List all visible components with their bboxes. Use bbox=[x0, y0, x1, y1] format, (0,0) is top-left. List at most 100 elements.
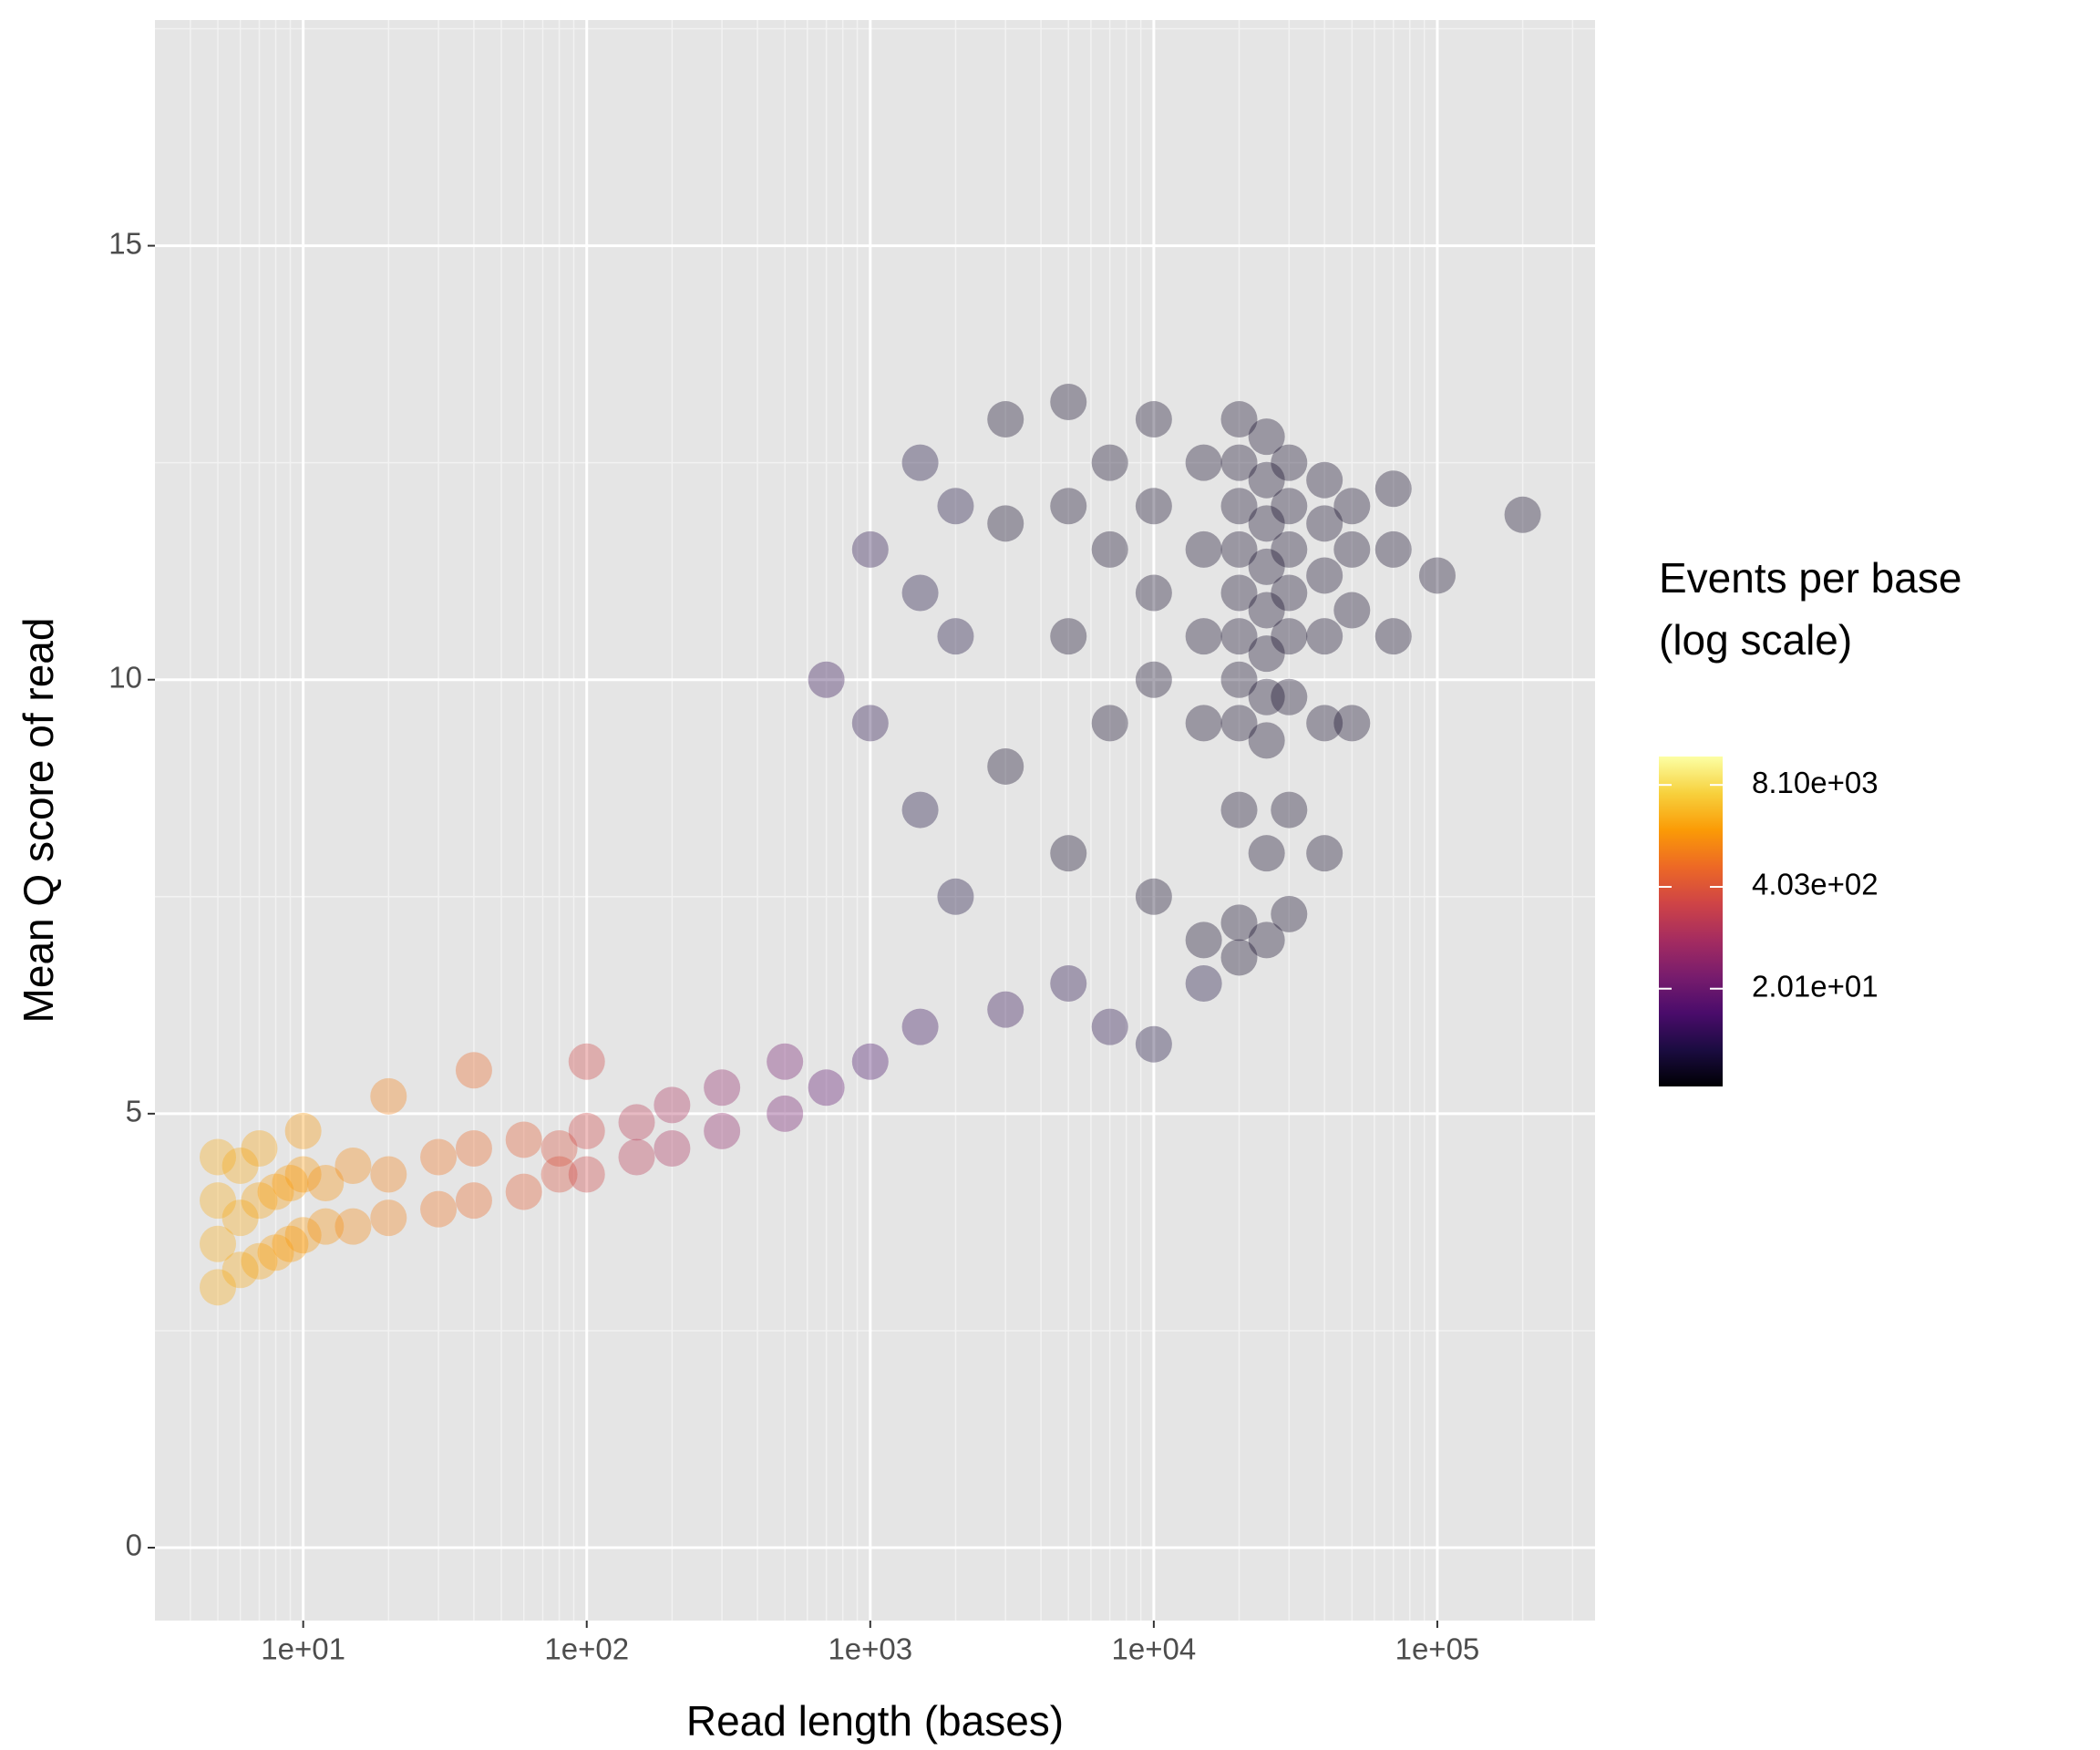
point bbox=[808, 1069, 845, 1107]
y-tick-label: 15 bbox=[108, 226, 142, 260]
point bbox=[221, 1199, 259, 1237]
point bbox=[200, 1138, 237, 1176]
point bbox=[1271, 530, 1308, 568]
point bbox=[654, 1129, 691, 1167]
point bbox=[221, 1251, 259, 1289]
point bbox=[1220, 939, 1258, 976]
point bbox=[1248, 418, 1285, 456]
point bbox=[1333, 592, 1371, 629]
point bbox=[370, 1077, 407, 1115]
point bbox=[1185, 705, 1222, 742]
point bbox=[200, 1269, 237, 1306]
x-axis-title: Read length (bases) bbox=[686, 1697, 1064, 1745]
x-tick-label: 1e+05 bbox=[1395, 1632, 1480, 1666]
point bbox=[901, 574, 939, 612]
plot-background bbox=[155, 20, 1595, 1621]
point bbox=[901, 791, 939, 829]
point bbox=[1091, 444, 1128, 481]
point bbox=[1271, 444, 1308, 481]
point bbox=[1271, 678, 1308, 715]
point bbox=[1333, 705, 1371, 742]
point bbox=[1248, 921, 1285, 959]
point bbox=[618, 1138, 655, 1176]
point bbox=[1271, 574, 1308, 612]
point bbox=[1135, 661, 1172, 698]
point bbox=[1333, 488, 1371, 525]
point bbox=[241, 1182, 278, 1220]
point bbox=[1306, 557, 1343, 594]
point bbox=[241, 1242, 278, 1280]
point bbox=[1135, 878, 1172, 915]
point bbox=[241, 1129, 278, 1167]
point bbox=[1185, 921, 1222, 959]
point bbox=[1135, 401, 1172, 438]
point bbox=[540, 1129, 578, 1167]
point bbox=[1091, 530, 1128, 568]
point bbox=[272, 1165, 309, 1202]
point bbox=[1271, 791, 1308, 829]
point bbox=[1248, 722, 1285, 759]
point bbox=[767, 1095, 804, 1132]
colorbar bbox=[1659, 757, 1723, 1086]
point bbox=[335, 1148, 372, 1185]
point bbox=[851, 530, 889, 568]
point bbox=[704, 1069, 741, 1107]
point bbox=[568, 1112, 605, 1149]
point bbox=[808, 661, 845, 698]
point bbox=[1306, 618, 1343, 655]
legend-title: Events per base bbox=[1659, 554, 1961, 602]
point bbox=[1248, 635, 1285, 673]
point bbox=[505, 1121, 542, 1158]
point bbox=[200, 1225, 237, 1262]
point bbox=[1185, 530, 1222, 568]
point bbox=[307, 1208, 345, 1245]
point bbox=[1248, 592, 1285, 629]
point bbox=[1050, 618, 1087, 655]
point bbox=[937, 878, 974, 915]
point bbox=[901, 1008, 939, 1045]
point bbox=[654, 1086, 691, 1124]
point bbox=[1220, 401, 1258, 438]
point bbox=[1050, 835, 1087, 872]
point bbox=[284, 1156, 322, 1193]
points bbox=[200, 384, 1541, 1306]
point bbox=[257, 1234, 294, 1271]
point bbox=[455, 1129, 492, 1167]
point bbox=[1135, 574, 1172, 612]
point bbox=[1050, 488, 1087, 525]
point bbox=[1185, 618, 1222, 655]
point bbox=[1271, 618, 1308, 655]
point bbox=[1135, 488, 1172, 525]
y-tick-label: 0 bbox=[126, 1529, 142, 1562]
point bbox=[1220, 904, 1258, 942]
point bbox=[987, 991, 1024, 1028]
point bbox=[1333, 530, 1371, 568]
y-tick-label: 10 bbox=[108, 660, 142, 694]
point bbox=[901, 444, 939, 481]
point bbox=[455, 1182, 492, 1220]
x-tick-label: 1e+02 bbox=[544, 1632, 629, 1666]
point bbox=[420, 1190, 458, 1228]
point bbox=[987, 747, 1024, 785]
point bbox=[1050, 965, 1087, 1003]
point bbox=[1306, 705, 1343, 742]
x-tick-label: 1e+01 bbox=[261, 1632, 345, 1666]
point bbox=[1220, 574, 1258, 612]
point bbox=[1374, 470, 1412, 508]
point bbox=[1248, 835, 1285, 872]
x-tick-label: 1e+03 bbox=[828, 1632, 912, 1666]
point bbox=[1374, 618, 1412, 655]
point bbox=[307, 1165, 345, 1202]
point bbox=[1091, 705, 1128, 742]
point bbox=[1220, 488, 1258, 525]
point bbox=[370, 1156, 407, 1193]
point bbox=[1418, 557, 1456, 594]
colorbar-label: 8.10e+03 bbox=[1752, 766, 1879, 799]
point bbox=[1185, 965, 1222, 1003]
point bbox=[1271, 895, 1308, 932]
point bbox=[335, 1208, 372, 1245]
point bbox=[767, 1043, 804, 1080]
point bbox=[284, 1217, 322, 1254]
point bbox=[937, 488, 974, 525]
